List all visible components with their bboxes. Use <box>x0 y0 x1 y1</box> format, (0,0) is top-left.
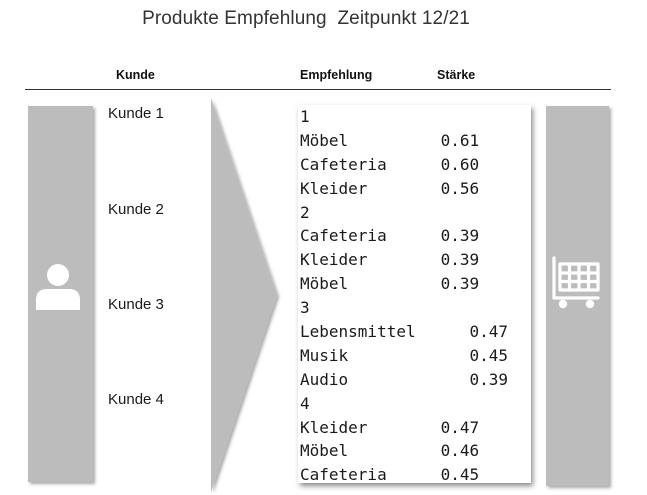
recommendation-score: 0.60 <box>440 154 480 174</box>
recommendation-score: 0.39 <box>469 369 509 389</box>
recommendation-row: Möbel 0.46 <box>300 439 530 463</box>
recommendation-row: Kleider 0.56 <box>300 177 530 201</box>
recommendation-score: 0.56 <box>440 178 480 198</box>
recommendation-list: 1 Möbel 0.61 Cafeteria 0.60 Kleider 0.56 2 Cafet… <box>300 105 530 487</box>
product-name: Cafeteria <box>300 154 387 174</box>
recommendation-score: 0.39 <box>440 250 480 270</box>
product-name: Lebensmittel <box>300 322 416 342</box>
customer-label-1: Kunde 1 <box>108 105 164 122</box>
product-name: Cafeteria <box>300 465 387 485</box>
recommendation-row: Kleider 0.39 <box>300 248 530 272</box>
recommendation-row: Möbel 0.61 <box>300 129 530 153</box>
product-name: Cafeteria <box>300 226 387 246</box>
shopping-cart-icon <box>552 256 600 309</box>
recommendation-box <box>298 105 531 483</box>
customer-label-4: Kunde 4 <box>108 391 164 408</box>
flow-arrow-shape <box>211 98 277 492</box>
customer-label-3: Kunde 3 <box>108 296 164 313</box>
recommendation-group-label: 3 <box>300 298 310 318</box>
recommendation-row: Audio 0.39 <box>300 368 530 392</box>
recommendation-row: Cafeteria 0.45 <box>300 463 530 487</box>
product-name: Kleider <box>300 417 368 437</box>
recommendation-score: 0.39 <box>440 226 480 246</box>
recommendation-row: Cafeteria 0.39 <box>300 224 530 248</box>
recommendation-row: Lebensmittel 0.47 <box>300 320 530 344</box>
recommendation-score: 0.45 <box>440 465 480 485</box>
product-name: Möbel <box>300 130 349 150</box>
product-name: Musik <box>300 345 349 365</box>
product-name: Audio <box>300 369 349 389</box>
recommendation-score: 0.39 <box>440 274 480 294</box>
person-icon <box>36 264 80 310</box>
recommendation-score: 0.61 <box>440 130 480 150</box>
product-name: Möbel <box>300 441 349 461</box>
product-name: Kleider <box>300 178 368 198</box>
page-title: Produkte Empfehlung Zeitpunkt 12/21 <box>142 8 470 29</box>
recommendation-row: Musik 0.45 <box>300 344 530 368</box>
recommendation-group-label: 4 <box>300 393 310 413</box>
recommendation-score: 0.47 <box>440 417 480 437</box>
product-name: Kleider <box>300 250 368 270</box>
recommendation-score: 0.46 <box>440 441 480 461</box>
product-name: Möbel <box>300 274 349 294</box>
recommendation-row: Kleider 0.47 <box>300 416 530 440</box>
header-empfehlung: Empfehlung <box>300 68 373 82</box>
recommendation-group-label: 2 <box>300 202 310 222</box>
recommendation-group-label: 1 <box>300 107 310 126</box>
customer-label-2: Kunde 2 <box>108 201 164 218</box>
recommendation-score: 0.45 <box>469 345 509 365</box>
header-staerke: Stärke <box>437 68 476 82</box>
header-divider <box>25 89 611 90</box>
recommendation-row: Cafeteria 0.60 <box>300 153 530 177</box>
header-kunde: Kunde <box>116 68 155 82</box>
recommendation-score: 0.47 <box>469 322 509 342</box>
shop-panel <box>546 106 609 486</box>
recommendation-row: Möbel 0.39 <box>300 272 530 296</box>
